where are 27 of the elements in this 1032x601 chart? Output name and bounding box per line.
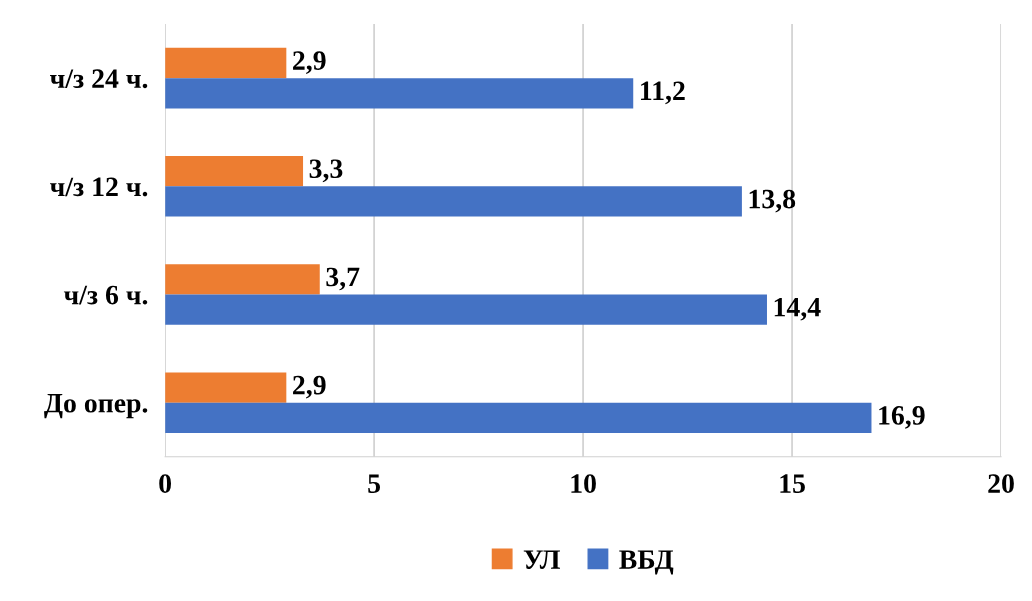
bar: [165, 78, 634, 109]
data-label: 13,8: [749, 189, 796, 213]
x-tick-label: 10: [571, 474, 596, 493]
legend-label: ВБД: [619, 550, 674, 575]
bar: [165, 186, 742, 217]
y-tick-label: До опер.: [44, 394, 148, 419]
bar: [165, 402, 872, 433]
bar: [165, 294, 767, 325]
y-tick-label: ч/з 24 ч.: [50, 69, 148, 89]
bar: [165, 156, 304, 187]
data-label: 14,4: [774, 297, 821, 321]
bar: [165, 47, 287, 79]
bar: [165, 264, 320, 295]
data-label: 16,9: [879, 406, 925, 429]
x-tick-label: 20: [988, 474, 1014, 493]
data-label: 3,7: [326, 267, 360, 291]
bar: [165, 372, 287, 403]
x-tick-label: 5: [368, 474, 381, 493]
y-tick-label: ч/з 12 ч.: [50, 177, 148, 197]
x-tick-label: 15: [780, 474, 805, 493]
data-label: 3,3: [309, 159, 343, 183]
data-label: 2,9: [293, 51, 326, 74]
y-tick-label: ч/з 6 ч.: [63, 285, 148, 305]
x-tick-label: 0: [159, 474, 172, 493]
legend-label: УЛ: [523, 550, 560, 569]
data-label: 11,2: [641, 81, 685, 105]
data-label: 2,9: [293, 375, 326, 399]
